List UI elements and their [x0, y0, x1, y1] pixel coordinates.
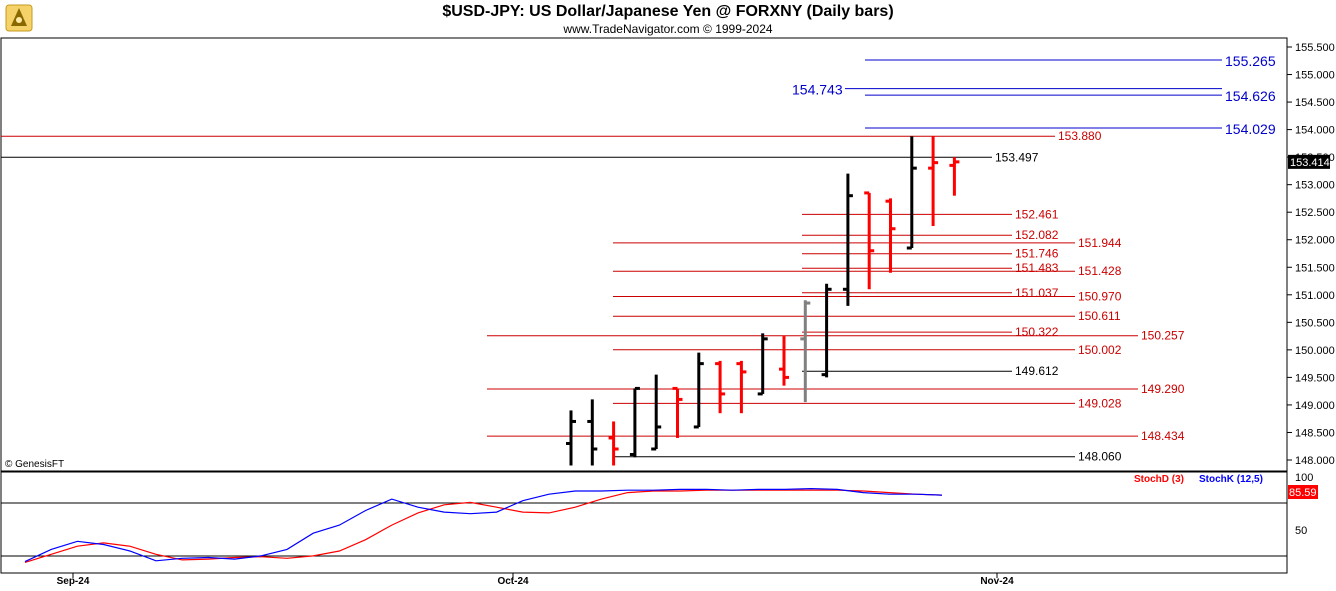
date-tick-label: Nov-24	[980, 576, 1014, 587]
level-label: 150.970	[1078, 289, 1122, 303]
price-axis: 155.500155.000154.500154.000153.500153.0…	[1287, 42, 1335, 467]
level-label: 151.428	[1078, 264, 1122, 278]
level-label: 153.497	[995, 150, 1039, 164]
level-label: 152.461	[1015, 207, 1059, 221]
stoch-panel-frame	[0, 471, 1288, 574]
price-tick-label: 148.500	[1295, 427, 1335, 439]
level-label: 149.028	[1078, 396, 1122, 410]
level-label: 149.612	[1015, 364, 1059, 378]
level-label: 151.746	[1015, 247, 1059, 261]
price-tick-label: 148.000	[1295, 455, 1335, 467]
level-label: 154.626	[1225, 88, 1276, 104]
level-label: 151.483	[1015, 261, 1059, 275]
level-label: 150.002	[1078, 343, 1122, 357]
level-label: 155.265	[1225, 53, 1276, 69]
last-price-label: 153.414	[1290, 157, 1330, 169]
stoch-tick-label: 100	[1295, 472, 1313, 484]
level-label: 150.257	[1141, 329, 1185, 343]
level-label: 151.944	[1078, 236, 1122, 250]
price-tick-label: 149.000	[1295, 400, 1335, 412]
level-label: 150.322	[1015, 325, 1059, 339]
legend-stochd: StochD (3)	[1134, 474, 1184, 485]
price-tick-label: 151.000	[1295, 290, 1335, 302]
price-tick-label: 154.500	[1295, 97, 1335, 109]
level-label: 152.082	[1015, 228, 1059, 242]
chart-title: $USD-JPY: US Dollar/Japanese Yen @ FORXN…	[442, 3, 894, 20]
watermark: © GenesisFT	[5, 459, 64, 470]
price-tick-label: 152.500	[1295, 207, 1335, 219]
stochastics-layer: StochD (3) StochK (12,5) 100 50 85.59	[24, 472, 1318, 563]
stoch-tick-label: 50	[1295, 525, 1307, 537]
legend-stochk: StochK (12,5)	[1199, 474, 1263, 485]
date-axis: Sep-24 Oct-24 Nov-24	[57, 573, 1014, 587]
bars-layer	[566, 136, 960, 466]
price-tick-label: 153.000	[1295, 180, 1335, 192]
stoch-last-value: 85.59	[1289, 487, 1317, 499]
price-tick-label: 150.500	[1295, 317, 1335, 329]
price-tick-label: 150.000	[1295, 345, 1335, 357]
price-panel-frame	[0, 37, 1288, 472]
stoch-last-value-box	[1288, 485, 1318, 499]
level-label: 148.434	[1141, 429, 1185, 443]
price-tick-label: 155.500	[1295, 42, 1335, 54]
stoch-series-line	[24, 489, 943, 563]
date-tick-label: Oct-24	[497, 576, 529, 587]
levels-layer: 155.265 154.743 154.626 154.029 153.880 153.4…	[1, 53, 1276, 464]
last-price-box	[1288, 154, 1330, 169]
date-tick-label: Sep-24	[57, 576, 90, 587]
level-label: 151.037	[1015, 286, 1059, 300]
price-tick-label: 151.500	[1295, 262, 1335, 274]
price-tick-label: 154.000	[1295, 125, 1335, 137]
level-label: 154.029	[1225, 121, 1276, 137]
level-label: 154.743	[792, 82, 843, 98]
price-tick-label: 155.000	[1295, 70, 1335, 82]
price-tick-label: 152.000	[1295, 235, 1335, 247]
trade-navigator-logo-icon	[5, 4, 33, 32]
stoch-series-line	[24, 487, 943, 563]
level-label: 148.060	[1078, 450, 1122, 464]
level-label: 153.880	[1058, 129, 1102, 143]
chart-header: $USD-JPY: US Dollar/Japanese Yen @ FORXN…	[0, 0, 1336, 38]
price-tick-label: 149.500	[1295, 372, 1335, 384]
chart-subtitle: www.TradeNavigator.com © 1999-2024	[563, 22, 773, 36]
level-label: 150.611	[1078, 309, 1121, 323]
level-label: 149.290	[1141, 382, 1185, 396]
